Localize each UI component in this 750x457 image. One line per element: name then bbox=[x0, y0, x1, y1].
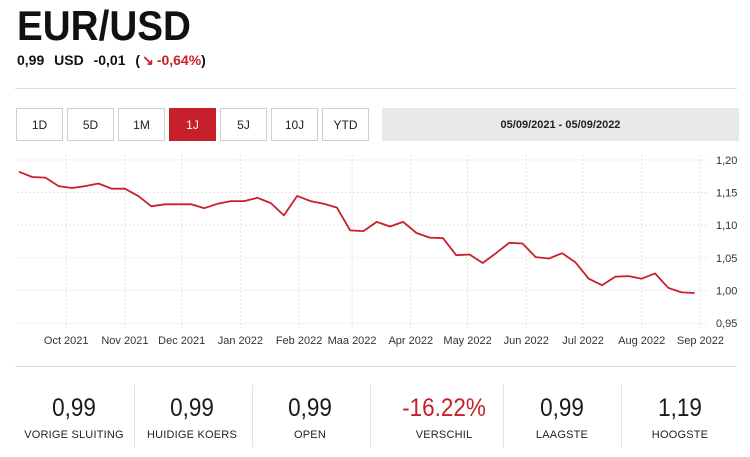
stat-value: 0,99 bbox=[170, 394, 214, 422]
x-tick-label: Jul 2022 bbox=[562, 335, 604, 347]
paren-open: ( bbox=[135, 52, 141, 68]
paren-close: ) bbox=[201, 52, 206, 68]
line-chart: 1,20 1,15 1,10 1,05 1,00 0,95 Oct 2021 Nov 202… bbox=[17, 155, 737, 347]
period-button-1m[interactable]: 1M bbox=[118, 108, 165, 141]
date-range-display[interactable]: 05/09/2021 - 05/09/2022 bbox=[382, 108, 739, 141]
x-tick-label: May 2022 bbox=[443, 335, 491, 347]
x-tick-label: Jan 2022 bbox=[218, 335, 263, 347]
currency-label: USD bbox=[54, 52, 84, 68]
y-axis-ticks: 1,20 1,15 1,10 1,05 1,00 0,95 bbox=[716, 155, 737, 330]
stat-separator bbox=[503, 385, 504, 447]
stat-verschil: -16.22% VERSCHIL bbox=[385, 393, 503, 441]
x-axis-ticks: Oct 2021 Nov 2021 Dec 2021 Jan 2022 Feb 2022… bbox=[44, 335, 724, 347]
series-layer bbox=[18, 170, 695, 294]
stat-separator bbox=[621, 385, 622, 447]
period-button-1d[interactable]: 1D bbox=[16, 108, 63, 141]
price-series-line bbox=[18, 170, 695, 294]
y-tick-label: 1,15 bbox=[716, 188, 737, 200]
down-arrow-icon: ↘ bbox=[142, 52, 154, 68]
header-divider bbox=[15, 88, 737, 89]
stat-huidige-koers: 0,99 HUIDIGE KOERS bbox=[133, 393, 251, 441]
stat-value: 0,99 bbox=[288, 394, 332, 422]
y-tick-label: 1,20 bbox=[716, 155, 737, 167]
period-button-1j[interactable]: 1J bbox=[169, 108, 216, 141]
y-tick-label: 0,95 bbox=[716, 318, 737, 330]
stat-hoogste: 1,19 HOOGSTE bbox=[621, 393, 739, 441]
stat-vorige-sluiting: 0,99 VORIGE SLUITING bbox=[15, 393, 133, 441]
x-tick-label: Maa 2022 bbox=[328, 335, 377, 347]
period-button-ytd[interactable]: YTD bbox=[322, 108, 369, 141]
page-title: EUR/USD bbox=[17, 2, 191, 49]
stat-value: 1,19 bbox=[658, 394, 702, 422]
stat-value: 0,99 bbox=[52, 394, 96, 422]
y-tick-label: 1,00 bbox=[716, 285, 737, 297]
stat-separator bbox=[370, 385, 371, 447]
x-tick-label: Jun 2022 bbox=[504, 335, 549, 347]
x-tick-label: Aug 2022 bbox=[618, 335, 665, 347]
x-tick-label: Dec 2021 bbox=[158, 335, 205, 347]
stat-label: LAAGSTE bbox=[535, 429, 589, 441]
stat-label: HUIDIGE KOERS bbox=[146, 429, 237, 441]
stat-value: -16.22% bbox=[402, 394, 486, 422]
change-percent: -0,64% bbox=[156, 52, 202, 68]
stat-label: OPEN bbox=[294, 429, 326, 441]
y-tick-label: 1,05 bbox=[716, 253, 737, 265]
period-button-5d[interactable]: 5D bbox=[67, 108, 114, 141]
x-tick-label: Apr 2022 bbox=[388, 335, 433, 347]
stat-value: 0,99 bbox=[540, 394, 584, 422]
stat-separator bbox=[252, 385, 253, 447]
y-tick-label: 1,10 bbox=[716, 220, 737, 232]
quote-summary: 0,99 USD -0,01 (↘ -0,64%) bbox=[17, 52, 206, 69]
stat-label: HOOGSTE bbox=[651, 429, 709, 441]
change-value: -0,01 bbox=[93, 52, 126, 68]
x-tick-label: Sep 2022 bbox=[677, 335, 724, 347]
x-tick-label: Oct 2021 bbox=[44, 335, 89, 347]
stat-open: 0,99 OPEN bbox=[251, 393, 369, 441]
chart-grid bbox=[17, 155, 708, 328]
stats-divider bbox=[15, 366, 737, 367]
stat-separator bbox=[134, 385, 135, 447]
period-button-10j[interactable]: 10J bbox=[271, 108, 318, 141]
stat-label: VORIGE SLUITING bbox=[24, 429, 124, 441]
x-tick-label: Nov 2021 bbox=[101, 335, 148, 347]
change-percent-wrap: (↘ -0,64%) bbox=[135, 52, 205, 68]
current-price: 0,99 bbox=[17, 52, 45, 68]
period-button-5j[interactable]: 5J bbox=[220, 108, 267, 141]
x-tick-label: Feb 2022 bbox=[276, 335, 322, 347]
stat-label: VERSCHIL bbox=[415, 429, 473, 441]
stat-laagste: 0,99 LAAGSTE bbox=[503, 393, 621, 441]
